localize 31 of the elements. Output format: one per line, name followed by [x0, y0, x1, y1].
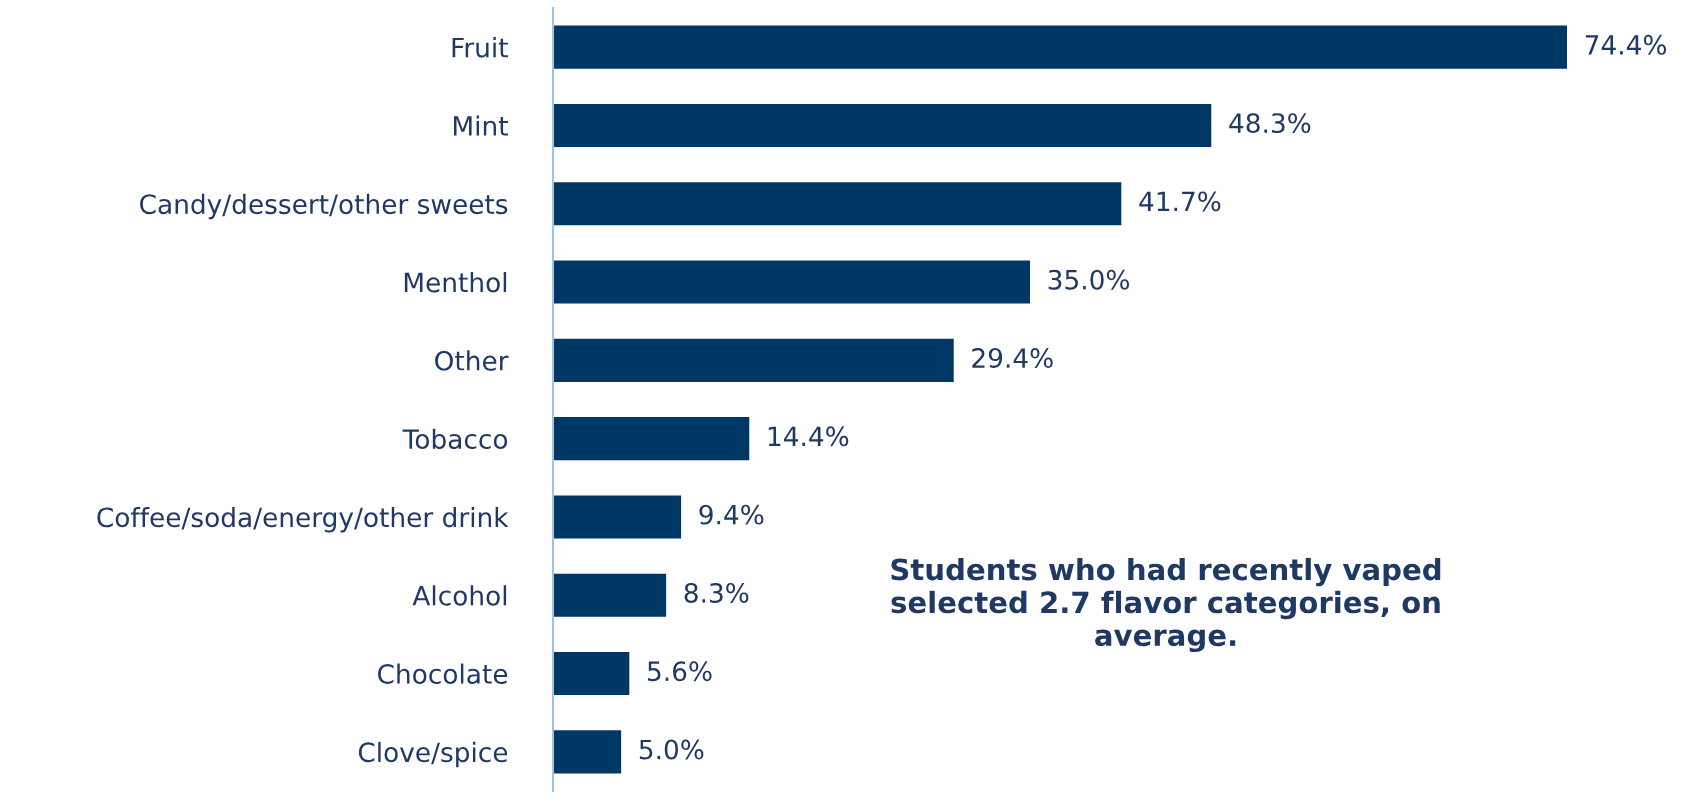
bar [553, 495, 682, 539]
bar [553, 417, 750, 461]
y-tick-label: Alcohol [412, 585, 507, 606]
bar [553, 25, 1567, 69]
y-tick-label: Chocolate [378, 663, 508, 684]
y-tick-label: Other [435, 350, 509, 371]
y-tick-label: Fruit [452, 37, 508, 58]
bar [553, 103, 1212, 147]
bar [553, 182, 1122, 226]
data-label: 41.7% [1139, 191, 1221, 212]
data-label: 35.0% [1048, 269, 1130, 290]
data-label: 48.3% [1229, 113, 1311, 134]
annotation: Students who had recently vaped selected 2.7 flavor categories, on average. [891, 557, 1441, 653]
data-label: 14.4% [768, 426, 849, 447]
data-label: 29.4% [972, 348, 1053, 369]
data-label: 5.0% [639, 739, 704, 760]
data-label: 9.4% [699, 504, 764, 525]
bar [553, 338, 954, 382]
y-tick-label: Candy/dessert/other sweets [140, 193, 508, 220]
y-tick-label: Clove/spice [358, 741, 508, 768]
bar [553, 260, 1031, 304]
bar [553, 730, 622, 774]
bar [553, 652, 630, 696]
data-label: 5.6% [648, 661, 712, 682]
data-label: 74.4% [1585, 34, 1667, 55]
y-tick-label: Menthol [404, 272, 507, 293]
bar [553, 573, 667, 617]
data-label: 8.3% [684, 582, 749, 603]
y-tick-label: Coffee/soda/energy/other drink [97, 506, 509, 533]
y-tick-label: Mint [453, 115, 508, 136]
y-tick-label: Tobacco [402, 428, 508, 450]
